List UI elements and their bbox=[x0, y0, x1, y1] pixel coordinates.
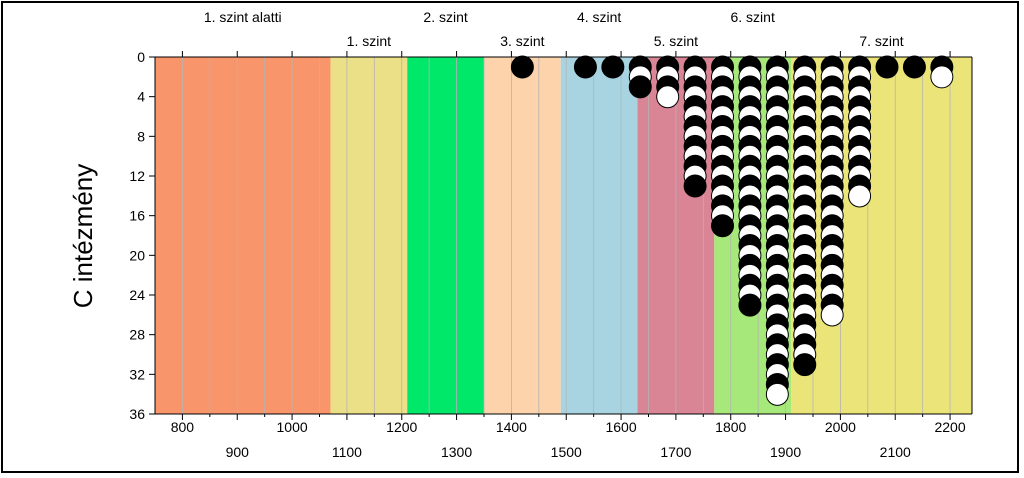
x-tick-label: 1500 bbox=[551, 444, 582, 460]
data-point bbox=[793, 353, 817, 377]
x-tick-label: 900 bbox=[226, 444, 250, 460]
y-tick-label: 20 bbox=[129, 247, 145, 263]
x-tick-label: 1100 bbox=[332, 444, 362, 460]
level-label: 1. szint bbox=[347, 33, 391, 49]
x-tick-label: 800 bbox=[171, 419, 195, 435]
x-tick-label: 1800 bbox=[715, 419, 746, 435]
level-label: 5. szint bbox=[654, 33, 698, 49]
data-point bbox=[510, 55, 534, 79]
y-axis-title: C intézmény bbox=[68, 164, 98, 309]
x-tick-label: 2100 bbox=[880, 444, 911, 460]
level-label: 2. szint bbox=[423, 9, 467, 25]
data-point bbox=[601, 55, 625, 79]
y-tick-label: 4 bbox=[137, 89, 145, 105]
data-point bbox=[573, 55, 597, 79]
y-tick-label: 8 bbox=[137, 128, 145, 144]
x-tick-label: 2000 bbox=[825, 419, 856, 435]
x-tick-label: 2200 bbox=[934, 419, 965, 435]
y-tick-label: 16 bbox=[129, 208, 145, 224]
level-band bbox=[483, 57, 561, 414]
x-tick-label: 1600 bbox=[605, 419, 636, 435]
level-band bbox=[791, 57, 972, 414]
x-tick-label: 1000 bbox=[277, 419, 308, 435]
y-tick-label: 24 bbox=[129, 287, 145, 303]
data-point bbox=[902, 55, 926, 79]
y-tick-label: 28 bbox=[129, 327, 145, 343]
level-label: 4. szint bbox=[577, 9, 621, 25]
y-tick-label: 32 bbox=[129, 366, 145, 382]
data-point bbox=[628, 75, 652, 99]
level-band bbox=[155, 57, 331, 414]
level-label: 7. szint bbox=[859, 33, 903, 49]
level-label: 3. szint bbox=[500, 33, 544, 49]
level-label: 6. szint bbox=[730, 9, 774, 25]
y-tick-label: 36 bbox=[129, 406, 145, 422]
level-label: 1. szint alatti bbox=[204, 9, 282, 25]
level-band bbox=[560, 57, 638, 414]
data-point bbox=[930, 65, 954, 89]
x-tick-label: 1700 bbox=[660, 444, 691, 460]
y-tick-label: 0 bbox=[137, 49, 145, 65]
x-tick-label: 1200 bbox=[386, 419, 417, 435]
x-tick-label: 1400 bbox=[496, 419, 527, 435]
data-point bbox=[875, 55, 899, 79]
data-point bbox=[848, 184, 872, 208]
data-point bbox=[656, 85, 680, 109]
level-band bbox=[330, 57, 408, 414]
x-tick-label: 1900 bbox=[770, 444, 801, 460]
y-tick-label: 12 bbox=[129, 168, 145, 184]
data-point bbox=[711, 214, 735, 238]
data-point bbox=[820, 303, 844, 327]
data-point bbox=[683, 174, 707, 198]
x-tick-label: 1300 bbox=[441, 444, 472, 460]
level-band bbox=[407, 57, 484, 414]
data-point bbox=[765, 382, 789, 406]
data-point bbox=[738, 293, 762, 317]
